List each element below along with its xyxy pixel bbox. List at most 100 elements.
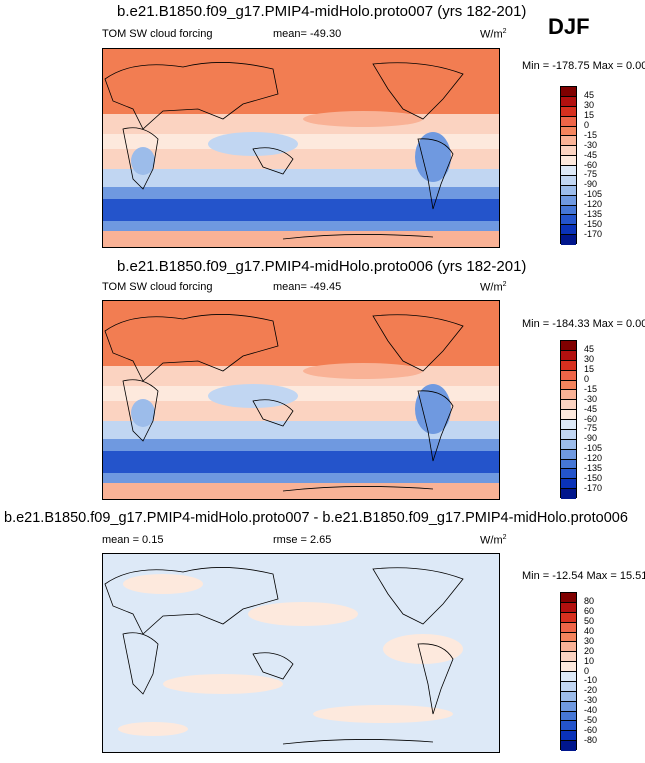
panel-1-units: W/m2 [480,28,507,41]
colorbar-swatch [561,341,576,351]
panel-3-units: W/m2 [480,534,507,547]
colorbar-swatch [561,622,576,633]
panel-1-minmax: Min = -178.75 Max = 0.00 [522,60,645,72]
panel-3-map [102,553,500,753]
panel-3-minmax: Min = -12.54 Max = 15.51 [522,570,645,582]
colorbar-swatch [561,116,576,127]
colorbar-swatch [561,721,576,732]
panel-3-title: b.e21.B1850.f09_g17.PMIP4-midHolo.proto0… [4,510,628,526]
colorbar-swatch [561,205,576,216]
colorbar-tick-label: -105 [584,189,603,200]
colorbar-swatch [561,400,576,411]
colorbar-tick-label: 60 [584,606,595,617]
colorbar-tick-label: 40 [584,626,595,636]
colorbar-swatch [561,449,576,460]
colorbar-swatch [561,439,576,450]
colorbar-swatch [561,593,576,603]
colorbar-swatch [561,235,576,245]
panel-1-mean: mean= -49.30 [273,28,342,40]
colorbar-swatch [561,672,576,682]
colorbar-tick-label: -90 [584,179,598,190]
colorbar-swatch [561,681,576,692]
colorbar-tick-label: -30 [584,695,598,706]
panel-2-units: W/m2 [480,281,507,294]
colorbar-tick-label: 15 [584,110,595,121]
colorbar-tick-label: 15 [584,364,595,375]
panel-3-mean: mean = 0.15 [102,534,164,546]
colorbar-swatch [561,126,576,137]
colorbar-swatch [561,691,576,702]
panel-2-title: b.e21.B1850.f09_g17.PMIP4-midHolo.proto0… [117,258,527,275]
colorbar-tick-label: -60 [584,413,598,424]
colorbar-tick-label: 50 [584,616,595,627]
colorbar-tick-label: -15 [584,383,598,394]
colorbar-swatch [561,410,576,420]
colorbar-swatch [561,602,576,613]
panel-3-rmse: rmse = 2.65 [273,534,332,546]
colorbar-tick-label: -50 [584,714,598,725]
colorbar-swatch [561,225,576,236]
colorbar-tick-label: -45 [584,149,598,160]
panel-2-left-label: TOM SW cloud forcing [102,281,213,293]
colorbar-swatch [561,701,576,712]
panel-3-colorbar [560,592,577,751]
colorbar-swatch [561,106,576,117]
colorbar-swatch [561,215,576,226]
colorbar-tick-label: -170 [584,482,603,493]
panel-3-map-svg [103,554,499,752]
colorbar-tick-label: -75 [584,423,598,434]
colorbar-tick-label: 30 [584,635,595,646]
colorbar-swatch [561,156,576,166]
colorbar-swatch [561,380,576,391]
colorbar-tick-label: -90 [584,433,598,444]
colorbar-swatch [561,731,576,742]
colorbar-tick-label: -120 [584,199,603,209]
colorbar-swatch [561,370,576,381]
colorbar-tick-label: 10 [584,655,595,666]
colorbar-swatch [561,642,576,653]
colorbar-swatch [561,175,576,186]
colorbar-swatch [561,146,576,157]
colorbar-swatch [561,479,576,490]
panel-2-colorbar [560,340,577,499]
colorbar-tick-label: -60 [584,159,598,170]
colorbar-tick-label: 80 [584,596,595,607]
colorbar-tick-label: -80 [584,734,598,745]
colorbar-swatch [561,166,576,176]
panel-1-title: b.e21.B1850.f09_g17.PMIP4-midHolo.proto0… [117,3,527,20]
colorbar-tick-label: -105 [584,443,603,454]
colorbar-tick-label: -15 [584,129,598,140]
colorbar-tick-label: 30 [584,100,595,111]
panel-1-map [102,48,500,248]
colorbar-tick-label: -170 [584,228,603,239]
colorbar-swatch [561,390,576,401]
colorbar-swatch [561,741,576,751]
colorbar-tick-label: -150 [584,472,603,483]
colorbar-swatch [561,185,576,196]
colorbar-tick-label: 20 [584,645,595,656]
colorbar-swatch [561,459,576,470]
colorbar-tick-label: -120 [584,453,603,463]
panel-1-map-svg [103,49,499,247]
panel-2-minmax: Min = -184.33 Max = 0.00 [522,318,645,330]
colorbar-swatch [561,136,576,147]
colorbar-swatch [561,489,576,499]
colorbar-swatch [561,652,576,663]
colorbar-tick-label: -40 [584,705,598,715]
panel-1-left-label: TOM SW cloud forcing [102,28,213,40]
colorbar-tick-label: -60 [584,724,598,735]
colorbar-tick-label: 30 [584,354,595,365]
colorbar-swatch [561,350,576,361]
colorbar-swatch [561,87,576,97]
colorbar-tick-label: -30 [584,393,598,404]
colorbar-tick-label: -30 [584,139,598,150]
colorbar-swatch [561,195,576,206]
colorbar-tick-label: 45 [584,344,595,355]
colorbar-tick-label: 0 [584,120,590,130]
panel-1-colorbar [560,86,577,245]
colorbar-tick-label: -45 [584,403,598,414]
colorbar-swatch [561,612,576,623]
colorbar-swatch [561,632,576,643]
colorbar-tick-label: -135 [584,462,603,473]
colorbar-tick-label: -10 [584,675,598,686]
